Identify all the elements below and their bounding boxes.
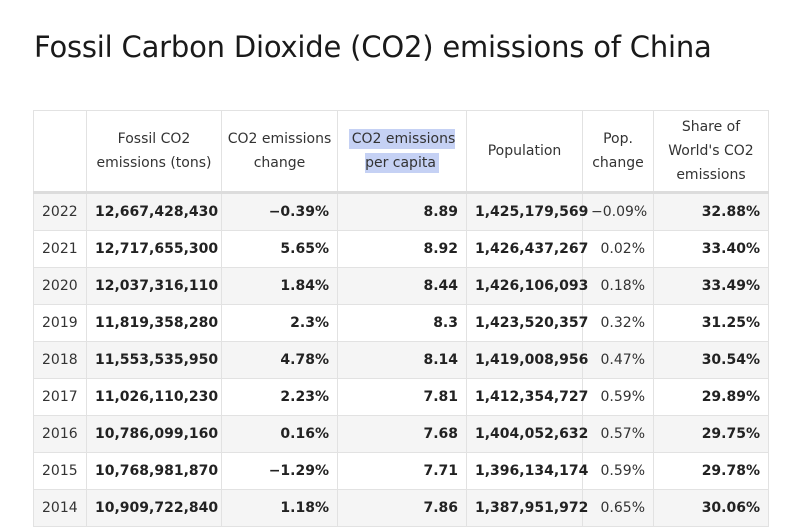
cell-year: 2022: [33, 192, 87, 231]
cell-year: 2021: [33, 230, 87, 268]
cell-fossil-co2: 11,026,110,230: [86, 378, 222, 416]
cell-pop-change: 0.59%: [582, 378, 654, 416]
cell-fossil-co2: 12,717,655,300: [86, 230, 222, 268]
header-pop-change[interactable]: Pop. change: [582, 110, 654, 194]
cell-year: 2019: [33, 304, 87, 342]
cell-co2-per-capita: 7.71: [337, 452, 467, 490]
cell-co2-per-capita: 7.68: [337, 415, 467, 453]
cell-co2-change: 1.84%: [221, 267, 338, 305]
cell-pop-change: −0.09%: [582, 192, 654, 231]
cell-co2-change: 2.23%: [221, 378, 338, 416]
cell-pop-change: 0.18%: [582, 267, 654, 305]
cell-co2-change: 0.16%: [221, 415, 338, 453]
cell-fossil-co2: 10,909,722,840: [86, 489, 222, 527]
cell-world-share: 33.49%: [653, 267, 769, 305]
table-body: 2022 12,667,428,430 −0.39% 8.89 1,425,179,56…: [33, 192, 769, 527]
cell-pop-change: 0.65%: [582, 489, 654, 527]
cell-co2-change: 4.78%: [221, 341, 338, 379]
header-population[interactable]: Population: [466, 110, 583, 194]
cell-pop-change: 0.32%: [582, 304, 654, 342]
cell-fossil-co2: 10,786,099,160: [86, 415, 222, 453]
cell-fossil-co2: 11,819,358,280: [86, 304, 222, 342]
cell-year: 2015: [33, 452, 87, 490]
table-row: 2016 10,786,099,160 0.16% 7.68 1,404,052,632…: [33, 415, 769, 453]
cell-world-share: 30.54%: [653, 341, 769, 379]
cell-co2-per-capita: 8.3: [337, 304, 467, 342]
cell-world-share: 29.75%: [653, 415, 769, 453]
cell-world-share: 31.25%: [653, 304, 769, 342]
table-row: 2015 10,768,981,870 −1.29% 7.71 1,396,134,17…: [33, 452, 769, 490]
cell-co2-per-capita: 7.81: [337, 378, 467, 416]
cell-year: 2014: [33, 489, 87, 527]
cell-world-share: 32.88%: [653, 192, 769, 231]
cell-population: 1,426,437,267: [466, 230, 588, 268]
cell-co2-per-capita: 8.89: [337, 192, 467, 231]
cell-population: 1,419,008,956: [466, 341, 588, 379]
emissions-table-container: Fossil CO2 emissions (tons) CO2 emission…: [33, 110, 769, 527]
cell-population: 1,396,134,174: [466, 452, 588, 490]
cell-year: 2020: [33, 267, 87, 305]
cell-world-share: 33.40%: [653, 230, 769, 268]
table-row: 2021 12,717,655,300 5.65% 8.92 1,426,437,267…: [33, 230, 769, 268]
cell-year: 2018: [33, 341, 87, 379]
cell-population: 1,412,354,727: [466, 378, 588, 416]
emissions-table: Fossil CO2 emissions (tons) CO2 emission…: [33, 110, 769, 527]
table-row: 2020 12,037,316,110 1.84% 8.44 1,426,106,093…: [33, 267, 769, 305]
header-year[interactable]: [33, 110, 87, 194]
cell-co2-per-capita: 7.86: [337, 489, 467, 527]
cell-population: 1,387,951,972: [466, 489, 588, 527]
table-row: 2017 11,026,110,230 2.23% 7.81 1,412,354,727…: [33, 378, 769, 416]
cell-fossil-co2: 12,037,316,110: [86, 267, 222, 305]
cell-fossil-co2: 11,553,535,950: [86, 341, 222, 379]
cell-co2-per-capita: 8.44: [337, 267, 467, 305]
table-row: 2019 11,819,358,280 2.3% 8.3 1,423,520,357 0.…: [33, 304, 769, 342]
cell-population: 1,426,106,093: [466, 267, 588, 305]
cell-co2-per-capita: 8.14: [337, 341, 467, 379]
cell-world-share: 29.89%: [653, 378, 769, 416]
header-fossil-co2[interactable]: Fossil CO2 emissions (tons): [86, 110, 222, 194]
page-title: Fossil Carbon Dioxide (CO2) emissions of…: [34, 30, 712, 64]
cell-population: 1,423,520,357: [466, 304, 588, 342]
cell-co2-change: 5.65%: [221, 230, 338, 268]
cell-pop-change: 0.59%: [582, 452, 654, 490]
cell-co2-change: −0.39%: [221, 192, 338, 231]
cell-year: 2017: [33, 378, 87, 416]
cell-co2-change: −1.29%: [221, 452, 338, 490]
header-co2-per-capita[interactable]: CO2 emissions per capita: [337, 110, 467, 194]
header-co2-per-capita-label: CO2 emissions per capita: [348, 129, 456, 173]
cell-fossil-co2: 10,768,981,870: [86, 452, 222, 490]
table-row: 2018 11,553,535,950 4.78% 8.14 1,419,008,956…: [33, 341, 769, 379]
header-co2-change[interactable]: CO2 emissions change: [221, 110, 338, 194]
table-row: 2014 10,909,722,840 1.18% 7.86 1,387,951,972…: [33, 489, 769, 527]
cell-pop-change: 0.02%: [582, 230, 654, 268]
cell-fossil-co2: 12,667,428,430: [86, 192, 222, 231]
cell-year: 2016: [33, 415, 87, 453]
table-header-row: Fossil CO2 emissions (tons) CO2 emission…: [33, 110, 769, 194]
cell-co2-per-capita: 8.92: [337, 230, 467, 268]
cell-world-share: 29.78%: [653, 452, 769, 490]
cell-pop-change: 0.47%: [582, 341, 654, 379]
cell-pop-change: 0.57%: [582, 415, 654, 453]
table-row: 2022 12,667,428,430 −0.39% 8.89 1,425,179,56…: [33, 192, 769, 231]
cell-population: 1,425,179,569: [466, 192, 588, 231]
cell-co2-change: 1.18%: [221, 489, 338, 527]
header-world-share[interactable]: Share of World's CO2 emissions: [653, 110, 769, 194]
cell-world-share: 30.06%: [653, 489, 769, 527]
cell-co2-change: 2.3%: [221, 304, 338, 342]
cell-population: 1,404,052,632: [466, 415, 588, 453]
